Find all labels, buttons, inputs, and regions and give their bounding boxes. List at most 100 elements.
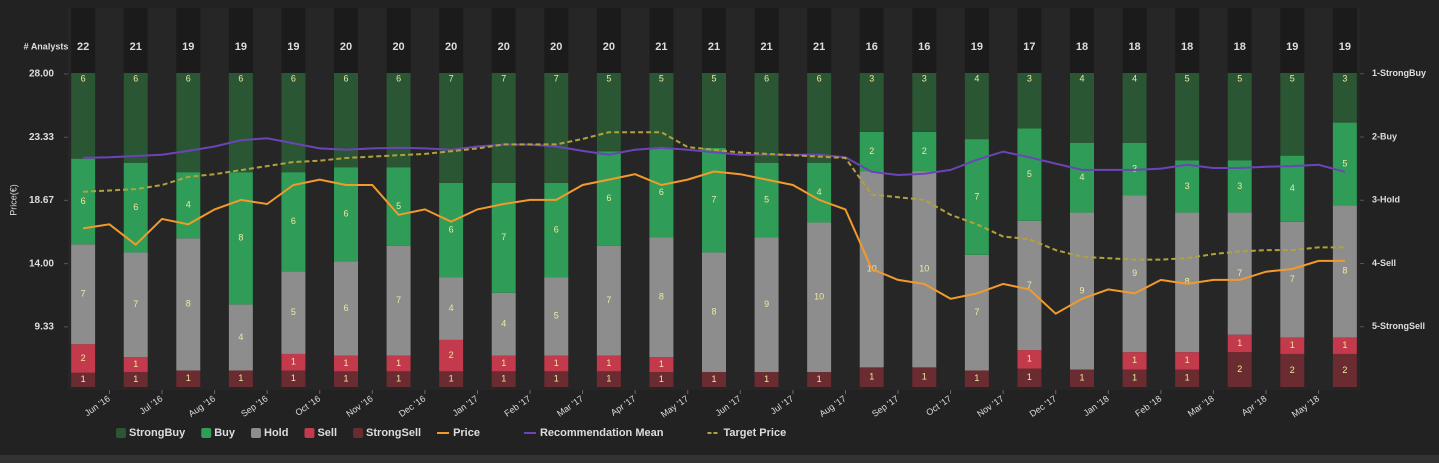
- analyst-count: 20: [603, 41, 615, 53]
- segment-label: 6: [764, 73, 769, 83]
- segment-label: 6: [449, 224, 454, 234]
- segment-label: 6: [343, 303, 348, 313]
- bar-segment: [334, 371, 358, 387]
- bar-segment: [702, 147, 726, 253]
- bar-segment: [754, 162, 779, 238]
- analyst-count: 21: [760, 41, 772, 53]
- line-price: [82, 170, 1345, 315]
- segment-label: 2: [922, 146, 927, 156]
- segment-label: 8: [238, 233, 243, 243]
- bar-segment: [1122, 73, 1147, 143]
- bar-segment: [439, 277, 464, 340]
- analyst-count: 20: [550, 41, 562, 53]
- bar-segment: [281, 172, 306, 272]
- segment-label: 8: [1342, 266, 1347, 276]
- segment-label: 6: [817, 73, 822, 83]
- segment-label: 1: [186, 373, 191, 383]
- bar-segment: [491, 73, 516, 183]
- segment-label: 7: [606, 295, 611, 305]
- segment-label: 4: [1079, 172, 1084, 182]
- y2-tick-label: 3-Hold: [1372, 195, 1400, 205]
- bar-segment: [334, 355, 358, 372]
- segment-label: 1: [764, 374, 769, 384]
- bar-segment: [754, 73, 779, 163]
- segment-label: 6: [396, 73, 401, 83]
- analyst-count: 19: [235, 41, 247, 53]
- segment-label: 1: [554, 358, 559, 368]
- analyst-count: 21: [130, 41, 142, 53]
- bar-segment: [964, 370, 989, 387]
- analyst-count: 20: [392, 41, 404, 53]
- segment-label: 2: [869, 146, 874, 156]
- bar-segment: [1280, 353, 1305, 387]
- bar-segment: [1017, 350, 1042, 369]
- legend-swatch: [116, 428, 126, 438]
- segment-label: 5: [1237, 73, 1242, 83]
- legend-label: Buy: [214, 427, 236, 439]
- bar-segment: [1332, 205, 1357, 338]
- analyst-count: 19: [287, 41, 299, 53]
- segment-label: 7: [1027, 280, 1032, 290]
- bar-segment: [228, 172, 253, 305]
- legend-label: Recommendation Mean: [540, 427, 664, 439]
- segment-label: 5: [606, 73, 611, 83]
- bar-segment: [386, 355, 411, 372]
- segment-label: 2: [1342, 365, 1347, 375]
- segment-label: 3: [1027, 73, 1032, 83]
- bar-segment: [807, 162, 832, 223]
- segment-label: 8: [659, 292, 664, 302]
- segment-label: 1: [1027, 354, 1032, 364]
- segment-label: 7: [449, 73, 454, 83]
- bar-segment: [1332, 122, 1357, 206]
- segment-label: 1: [659, 359, 664, 369]
- bar-segment: [544, 355, 569, 372]
- analyst-count: 19: [182, 41, 194, 53]
- segment-label: 1: [1185, 355, 1190, 365]
- bar-segment: [439, 339, 464, 372]
- bar-segment: [491, 371, 516, 387]
- segment-label: 6: [238, 73, 243, 83]
- segment-label: 6: [291, 73, 296, 83]
- bar-segment: [491, 355, 516, 372]
- segment-label: 5: [554, 311, 559, 321]
- segment-label: 1: [1132, 373, 1137, 383]
- bar-segment: [123, 73, 148, 163]
- segment-label: 2: [1290, 365, 1295, 375]
- bar-segment: [334, 261, 358, 356]
- legend-swatch: [201, 428, 212, 438]
- segment-label: 3: [922, 73, 927, 83]
- segment-label: 6: [554, 224, 559, 234]
- bar-segment: [754, 237, 779, 373]
- segment-label: 9: [1132, 268, 1137, 278]
- segment-label: 3: [1185, 181, 1190, 191]
- bar-segment: [439, 371, 464, 387]
- bar-segment: [1070, 73, 1094, 143]
- bar-segment: [807, 73, 832, 163]
- segment-label: 1: [81, 374, 86, 384]
- bar-segment: [1070, 369, 1094, 387]
- segment-label: 1: [343, 374, 348, 384]
- y2-tick-label: 5-StrongSell: [1372, 321, 1425, 331]
- bar-segment: [1227, 212, 1252, 335]
- legend-label: StrongBuy: [129, 427, 186, 439]
- segment-label: 6: [81, 196, 86, 206]
- analyst-count: 22: [77, 41, 89, 53]
- analyst-count: 19: [1286, 41, 1298, 53]
- bar-segment: [596, 245, 621, 356]
- bar-segment: [912, 73, 937, 132]
- segment-label: 1: [1237, 338, 1242, 348]
- bar-segment: [281, 353, 306, 371]
- bar-segment: [1227, 73, 1252, 161]
- segment-label: 1: [1185, 373, 1190, 383]
- segment-label: 7: [711, 194, 716, 204]
- segment-label: 2: [1237, 364, 1242, 374]
- segment-label: 1: [606, 374, 611, 384]
- segment-label: 1: [869, 372, 874, 382]
- segment-label: 6: [81, 73, 86, 83]
- bar-segment: [439, 73, 464, 183]
- segment-label: 9: [764, 299, 769, 309]
- segment-label: 1: [1027, 372, 1032, 382]
- segment-label: 1: [554, 374, 559, 384]
- bar-segment: [71, 244, 96, 345]
- bar-segment: [228, 73, 253, 173]
